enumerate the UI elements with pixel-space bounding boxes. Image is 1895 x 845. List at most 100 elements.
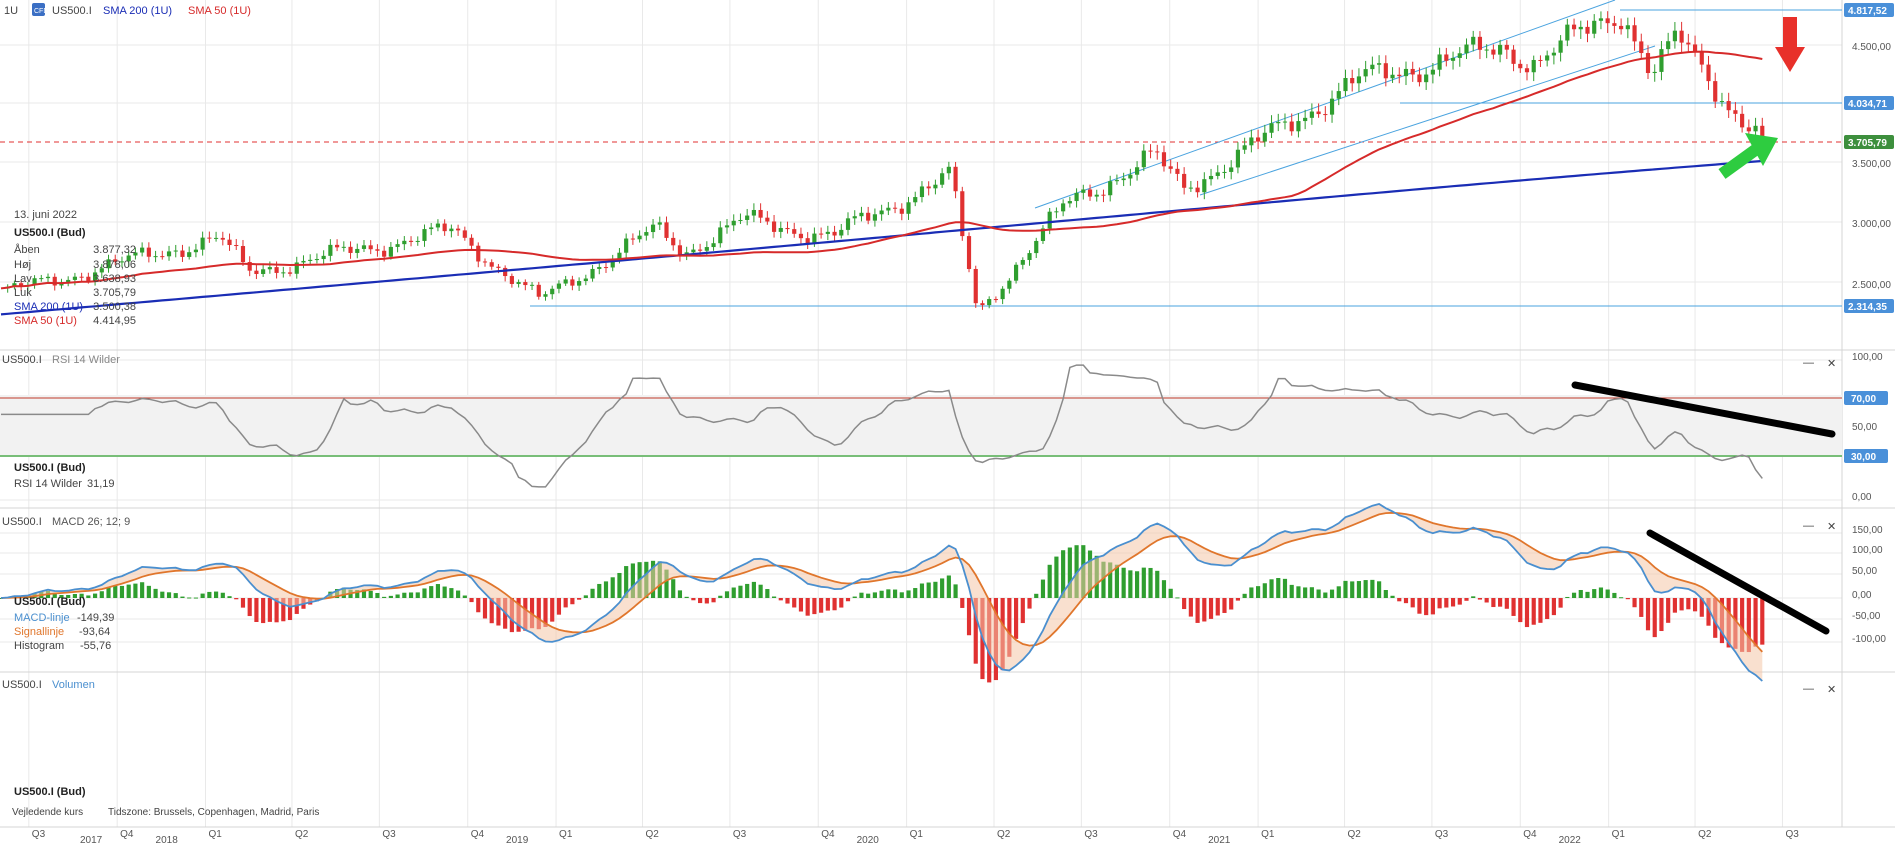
histogram-bar — [1282, 578, 1288, 598]
histogram-bar — [1027, 598, 1032, 609]
histogram-bar — [583, 595, 588, 598]
histogram-bar — [906, 590, 911, 598]
time-axis-quarter: Q3 — [1785, 829, 1799, 840]
time-axis-year: 2019 — [506, 835, 529, 845]
histogram-bar — [684, 596, 689, 598]
histogram-bar — [1538, 598, 1543, 623]
histogram-bar — [1760, 598, 1765, 645]
candle — [664, 216, 669, 241]
candle — [1316, 103, 1321, 118]
histogram-bar — [1108, 562, 1113, 598]
time-axis-year: 2017 — [80, 835, 103, 845]
histogram-bar — [1699, 598, 1704, 617]
candle — [1350, 69, 1355, 92]
candle — [1007, 278, 1012, 294]
candle — [1679, 21, 1684, 53]
candle — [610, 254, 615, 272]
histogram-bar — [1114, 564, 1120, 598]
panel-close-icon[interactable]: ✕ — [1827, 358, 1836, 370]
candle — [476, 242, 481, 268]
histogram-bar — [1706, 598, 1711, 626]
panel-minimize-icon[interactable]: — — [1803, 357, 1814, 369]
macd-title-symbol: US500.I — [2, 516, 42, 528]
candle — [550, 285, 555, 300]
macd-axis-tick: 100,00 — [1852, 545, 1883, 556]
histogram-bar — [859, 592, 864, 598]
candle — [1114, 174, 1120, 185]
histogram-bar — [1464, 598, 1469, 601]
candle — [1168, 159, 1173, 174]
rsi-title-symbol: US500.I — [2, 354, 42, 366]
histogram-bar — [72, 594, 77, 598]
candle — [1491, 44, 1496, 60]
candle — [1659, 41, 1664, 81]
candle — [1155, 144, 1160, 160]
histogram-bar — [1491, 598, 1496, 608]
candle — [207, 231, 212, 243]
candle — [281, 266, 286, 278]
histogram-bar — [590, 588, 595, 598]
histogram-bar — [1074, 545, 1079, 598]
candle — [1598, 11, 1604, 30]
candle — [180, 244, 185, 262]
histogram-bar — [214, 591, 219, 598]
histogram-bar — [153, 588, 158, 598]
histogram-bar — [119, 585, 125, 598]
panel-minimize-icon[interactable]: — — [1803, 520, 1814, 532]
time-axis-quarter: Q3 — [382, 829, 396, 840]
candle — [603, 262, 609, 273]
candle — [839, 223, 844, 239]
candle — [899, 203, 904, 221]
time-axis-quarter: Q2 — [1698, 829, 1712, 840]
histogram-bar — [274, 598, 279, 623]
candle — [1484, 44, 1489, 59]
rsi-level-tag-30 — [1844, 449, 1888, 463]
price-tag-current[interactable] — [1844, 135, 1894, 149]
candle — [1356, 68, 1362, 92]
histogram-bar — [59, 594, 64, 598]
candle — [1269, 115, 1274, 139]
histogram-bar — [1403, 598, 1409, 604]
rsi-axis-tick: 0,00 — [1852, 492, 1872, 503]
histogram-bar — [597, 583, 602, 598]
sma50-legend[interactable]: SMA 50 (1U) — [188, 5, 251, 17]
price-tag-resistance[interactable] — [1844, 3, 1894, 17]
macd-info-label-macd: MACD-linje — [14, 612, 70, 624]
candle — [825, 225, 830, 241]
candle — [1161, 145, 1167, 172]
histogram-bar — [1188, 598, 1193, 617]
histogram-bar — [953, 584, 958, 598]
sma200-legend[interactable]: SMA 200 (1U) — [103, 5, 172, 17]
price-tag-low[interactable] — [1844, 299, 1894, 313]
candle — [1726, 92, 1731, 118]
macd-axis-tick: 0,00 — [1852, 590, 1872, 601]
candle — [529, 282, 535, 291]
histogram-bar — [489, 598, 494, 624]
price-tag-support[interactable] — [1844, 96, 1894, 110]
panel-minimize-icon[interactable]: — — [1803, 683, 1814, 695]
histogram-bar — [1323, 592, 1328, 598]
panel-close-icon[interactable]: ✕ — [1827, 521, 1836, 533]
histogram-bar — [361, 589, 367, 598]
candle — [1692, 35, 1698, 57]
symbol-label[interactable]: US500.I — [52, 5, 92, 17]
histogram-bar — [765, 589, 770, 598]
panel-close-icon[interactable]: ✕ — [1827, 684, 1836, 696]
histogram-bar — [106, 586, 111, 598]
footer-note: Vejledende kurs — [12, 807, 83, 818]
candle — [946, 161, 951, 180]
candle — [1612, 15, 1617, 34]
macd-info-value-hist: -55,76 — [80, 640, 111, 652]
histogram-bar — [724, 591, 730, 598]
histogram-bar — [1329, 589, 1335, 598]
histogram-bar — [1518, 598, 1523, 623]
histogram-bar — [1585, 591, 1590, 598]
period-label[interactable]: 1U — [4, 5, 18, 17]
candle — [1329, 90, 1335, 123]
histogram-bar — [630, 563, 635, 598]
candle — [657, 216, 662, 231]
candle — [1249, 129, 1254, 153]
time-axis-quarter: Q3 — [1084, 829, 1098, 840]
histogram-bar — [66, 594, 71, 598]
histogram-bar — [187, 597, 192, 599]
